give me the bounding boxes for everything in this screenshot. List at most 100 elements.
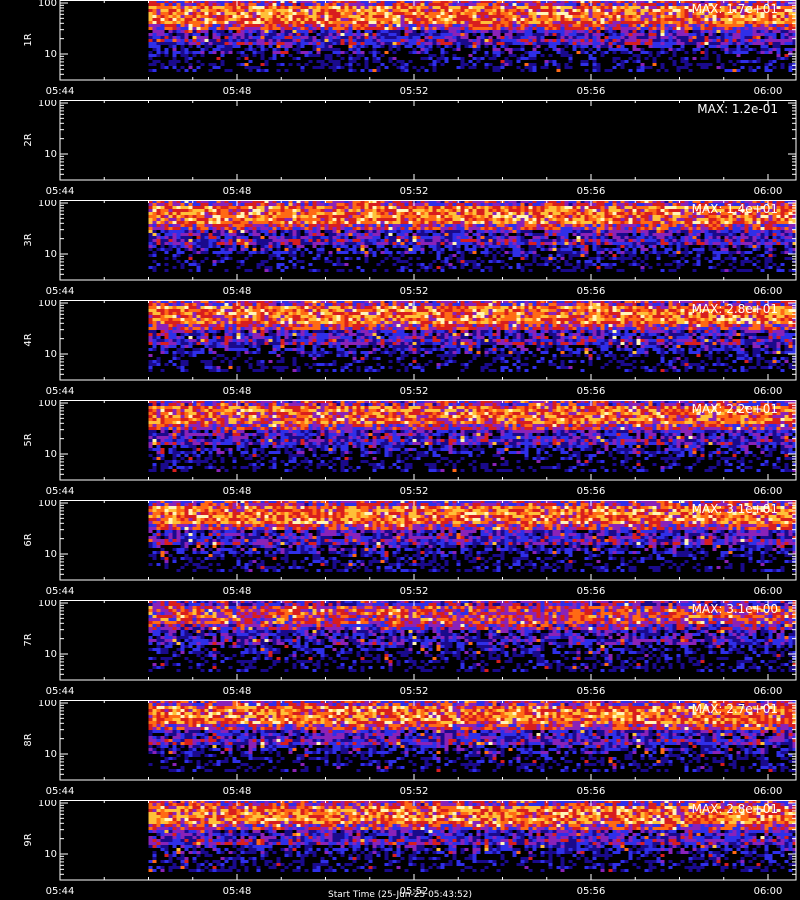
panel-label: 6R [23,533,34,546]
plot-frame [59,0,797,81]
heatmap-cells [148,200,797,272]
y-tick-label: 100 [38,0,57,9]
x-tick-label: 05:48 [223,886,252,897]
plot-frame [59,600,797,681]
x-tick-label: 05:52 [400,586,429,597]
x-axis: 05:44 05:48 05:52 05:56 06:00 [46,100,783,197]
y-axis: 100 10 [38,100,796,175]
y-tick-label: 100 [38,800,57,809]
x-tick-label: 05:44 [46,86,75,97]
spectrogram-plot: 100 10 05:44 05:48 05:52 05:56 06:00 3R MAX: 1.4… [23,200,797,297]
max-annotation: MAX: 2.8e+01 [692,802,778,816]
y-tick-label: 100 [38,500,57,509]
x-tick-label: 05:52 [400,886,429,897]
y-tick-label: 10 [44,349,57,360]
panel-4r: 100 10 05:44 05:48 05:52 05:56 06:00 4R MAX: 2.8… [0,300,800,400]
x-axis-title: Start Time (25-Jun-25 05:43:52) [0,890,800,900]
x-tick-label: 05:56 [577,386,606,397]
panel-1r: 100 10 05:44 05:48 05:52 05:56 06:00 1R MAX: 1.7… [0,0,800,100]
x-tick-label: 05:44 [46,186,75,197]
y-axis: 100 10 [38,700,796,775]
x-tick-label: 05:48 [223,286,252,297]
x-axis: 05:44 05:48 05:52 05:56 06:00 [46,200,782,297]
x-tick-label: 06:00 [754,686,783,697]
y-tick-label: 100 [38,700,57,709]
x-tick-label: 05:48 [223,86,252,97]
x-tick-label: 06:00 [754,486,783,497]
max-annotation: MAX: 2.7e+01 [692,702,778,716]
x-tick-label: 05:44 [46,286,75,297]
x-tick-label: 06:00 [754,86,783,97]
x-tick-label: 05:52 [400,286,429,297]
x-tick-label: 05:44 [46,886,75,897]
max-annotation: MAX: 1.2e-01 [697,102,778,116]
y-tick-label: 100 [38,600,57,609]
x-tick-label: 05:52 [400,486,429,497]
x-tick-label: 06:00 [754,886,783,897]
x-tick-label: 05:56 [577,486,606,497]
panel-5r: 100 10 05:44 05:48 05:52 05:56 06:00 5R MAX: 2.2… [0,400,800,500]
panel-6r: 100 10 05:44 05:48 05:52 05:56 06:00 6R MAX: 3.1… [0,500,800,600]
y-tick-label: 100 [38,100,57,109]
spectrogram-plot: 100 10 05:44 05:48 05:52 05:56 06:00 8R MAX: 2.7… [23,700,797,797]
x-axis: 05:44 05:48 05:52 05:56 06:00 [46,400,783,497]
max-annotation: MAX: 2.2e+01 [692,402,778,416]
panel-8r: 100 10 05:44 05:48 05:52 05:56 06:00 8R MAX: 2.7… [0,700,800,800]
heatmap-cells [148,600,797,672]
max-annotation: MAX: 1.4e+01 [692,202,778,216]
x-axis: 05:44 05:48 05:52 05:56 06:00 [46,600,783,697]
plot-frame [59,400,797,481]
x-axis: 05:44 05:48 05:52 05:56 06:00 [46,300,782,397]
spectrogram-plot: 100 10 05:44 05:48 05:52 05:56 06:00 5R MAX: 2.2… [23,400,797,497]
y-tick-label: 100 [38,300,57,309]
y-axis: 100 10 [38,600,796,675]
y-axis: 100 10 [38,500,796,575]
panel-label: 9R [23,833,34,846]
x-tick-label: 05:48 [223,186,252,197]
x-tick-label: 05:52 [400,686,429,697]
x-tick-label: 05:56 [577,786,606,797]
y-axis: 100 10 [38,300,796,375]
x-tick-label: 05:44 [46,586,75,597]
y-axis: 100 10 [38,400,796,475]
x-tick-label: 05:52 [400,386,429,397]
panel-label: 8R [23,733,34,746]
x-tick-label: 05:56 [577,186,606,197]
x-tick-label: 06:00 [754,586,783,597]
max-annotation: MAX: 2.8e+01 [692,302,778,316]
panel-7r: 100 10 05:44 05:48 05:52 05:56 06:00 7R MAX: 3.1… [0,600,800,700]
x-tick-label: 05:56 [577,886,606,897]
x-tick-label: 05:56 [577,686,606,697]
panel-3r: 100 10 05:44 05:48 05:52 05:56 06:00 3R MAX: 1.4… [0,200,800,300]
y-tick-label: 10 [44,549,57,560]
y-tick-label: 10 [44,649,57,660]
spectrogram-plot: 100 10 05:44 05:48 05:52 05:56 06:00 2R MAX: 1.2… [23,100,797,197]
plot-frame [59,200,797,281]
x-tick-label: 05:48 [223,586,252,597]
x-axis: 05:44 05:48 05:52 05:56 06:00 [46,500,783,597]
panel-label: 4R [23,333,34,346]
x-tick-label: 05:44 [46,486,75,497]
x-tick-label: 05:52 [400,86,429,97]
panel-label: 3R [23,233,34,246]
panel-2r: 100 10 05:44 05:48 05:52 05:56 06:00 2R MAX: 1.2… [0,100,800,200]
y-axis: 100 10 [38,0,796,75]
y-tick-label: 100 [38,200,57,209]
spectrogram-plot: 100 10 05:44 05:48 05:52 05:56 06:00 7R MAX: 3.1… [23,600,797,697]
x-tick-label: 05:52 [400,186,429,197]
heatmap-cells [148,700,797,772]
y-axis: 100 10 [38,800,796,875]
heatmap-cells [148,300,797,372]
x-tick-label: 06:00 [754,786,783,797]
x-tick-label: 05:56 [577,86,606,97]
y-tick-label: 10 [44,849,57,860]
y-tick-label: 10 [44,49,57,60]
plot-frame [59,800,797,881]
x-tick-label: 05:56 [577,286,606,297]
plot-frame [59,300,797,381]
x-tick-label: 06:00 [754,186,783,197]
spectrogram-plot: 100 10 05:44 05:48 05:52 05:56 06:00 9R MAX: 2.8… [23,800,797,897]
max-annotation: MAX: 1.7e+01 [692,2,778,16]
x-tick-label: 05:56 [577,586,606,597]
